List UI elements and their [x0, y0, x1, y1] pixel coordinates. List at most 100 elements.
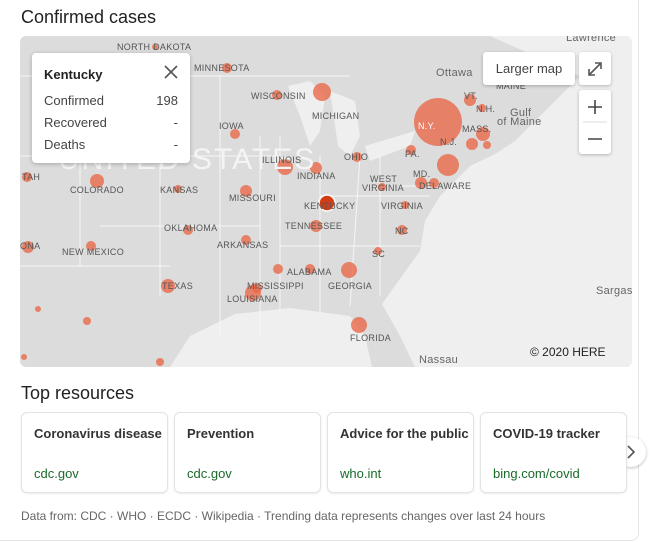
map-label: N.H.: [476, 104, 495, 114]
case-bubble: [245, 285, 261, 301]
card-link: who.int: [340, 466, 382, 481]
close-button[interactable]: [164, 65, 178, 79]
popup-row: Deaths -: [44, 137, 178, 152]
resource-card[interactable]: COVID-19 tracker bing.com/covid: [480, 412, 627, 493]
map-label: SC: [372, 249, 385, 259]
map-label: TENNESSEE: [285, 221, 342, 231]
section-title: Top resources: [21, 383, 135, 403]
map-label: TEXAS: [162, 281, 193, 291]
footer: Data from: CDC · WHO · ECDC · Wikipedia …: [21, 509, 546, 523]
map-label: TAH: [22, 172, 40, 182]
section-title: Confirmed cases: [21, 7, 157, 27]
case-bubble: [415, 177, 427, 189]
case-bubble: [313, 83, 331, 101]
map-popup: Kentucky Confirmed 198 Recovered - Deaths -: [32, 53, 190, 163]
expand-button[interactable]: [579, 52, 611, 85]
resource-card[interactable]: Prevention cdc.gov: [174, 412, 321, 493]
map-label: N.Y.: [418, 121, 436, 131]
row-value: 198: [156, 93, 178, 108]
map-label: Nassau: [419, 354, 458, 366]
card-link: bing.com/covid: [493, 466, 580, 481]
map-label: MISSOURI: [229, 193, 276, 203]
larger-map-button[interactable]: Larger map: [483, 52, 575, 85]
selected-bubble: [318, 194, 336, 212]
map-label: ARKANSAS: [217, 240, 268, 250]
map-label: Ottawa: [436, 67, 473, 79]
row-label: Recovered: [44, 115, 107, 130]
lakes: [288, 81, 415, 161]
row-label: Deaths: [44, 137, 86, 152]
card-link: cdc.gov: [187, 466, 232, 481]
case-bubble: [35, 306, 41, 312]
map-label: Gulf: [510, 107, 532, 119]
case-bubble: [240, 185, 252, 197]
map-label: KANSAS: [160, 185, 198, 195]
card-title: Advice for the public: [340, 426, 469, 441]
row-value: -: [173, 115, 178, 130]
case-bubble: [466, 138, 478, 150]
popup-row: Confirmed 198: [44, 93, 178, 108]
case-bubble: [156, 358, 164, 366]
map-label: NEW MEXICO: [62, 247, 124, 257]
case-bubble: [21, 354, 27, 360]
map-label: VIRGINIA: [362, 183, 404, 193]
case-bubble: [476, 127, 490, 141]
case-bubble: [401, 201, 409, 209]
case-bubble: [22, 172, 32, 182]
case-bubble: [352, 152, 362, 162]
map-label: ONA: [20, 241, 40, 251]
map-label: COLORADO: [70, 185, 124, 195]
widget-frame: [0, 0, 639, 541]
card-link: cdc.gov: [34, 466, 79, 481]
zoom-controls[interactable]: [579, 90, 611, 154]
case-bubble: [161, 279, 175, 293]
map-label: N.J.: [440, 137, 457, 147]
map-label: ALABAMA: [287, 267, 332, 277]
map-label: KENTUCKY: [304, 201, 355, 211]
map-label: INDIANA: [297, 171, 336, 181]
map-label: MICHIGAN: [312, 111, 359, 121]
card-title: Coronavirus disease: [34, 426, 162, 441]
map-label: OKLAHOMA: [164, 223, 217, 233]
map-label: IOWA: [219, 121, 244, 131]
copyright: © 2020 HERE: [530, 345, 606, 359]
map-label: GEORGIA: [328, 281, 372, 291]
case-bubble: [374, 247, 382, 255]
map-label: MAINE: [496, 81, 526, 91]
ocean: [382, 36, 632, 367]
case-bubble: [483, 141, 491, 149]
popup-row: Recovered -: [44, 115, 178, 130]
map-label: NC: [395, 226, 409, 236]
map-label: Lawrence: [566, 36, 616, 44]
case-bubble: [183, 225, 193, 235]
resource-card[interactable]: Coronavirus disease cdc.gov: [21, 412, 168, 493]
case-bubble: [429, 178, 439, 188]
card-title: COVID-19 tracker: [493, 426, 600, 441]
case-bubble: [414, 98, 462, 146]
map-label: MINNESOTA: [194, 63, 250, 73]
case-bubble: [310, 162, 322, 174]
map-label: Sargas: [596, 285, 632, 297]
card-title: Prevention: [187, 426, 255, 441]
popup-title: Kentucky: [44, 67, 103, 82]
case-bubble: [90, 174, 104, 188]
case-bubble: [222, 63, 232, 73]
map-label: MASS.: [462, 124, 492, 134]
map-label: NORTH DAKOTA: [117, 42, 191, 52]
case-bubble: [241, 235, 251, 245]
case-bubble: [174, 185, 182, 193]
case-bubble: [305, 264, 315, 274]
case-bubble: [86, 241, 96, 251]
resource-card[interactable]: Advice for the public who.int: [327, 412, 474, 493]
case-bubble: [464, 94, 476, 106]
map-label: of Maine: [497, 116, 542, 128]
case-bubble: [478, 104, 486, 112]
map-label: MISSISSIPPI: [247, 281, 304, 291]
case-bubble: [272, 90, 282, 100]
row-value: -: [173, 137, 178, 152]
map-label: WEST: [370, 174, 397, 184]
case-bubble: [341, 262, 357, 278]
map-label: VIRGINIA: [381, 201, 423, 211]
map-label: WISCONSIN: [251, 91, 306, 101]
case-bubble: [437, 154, 459, 176]
